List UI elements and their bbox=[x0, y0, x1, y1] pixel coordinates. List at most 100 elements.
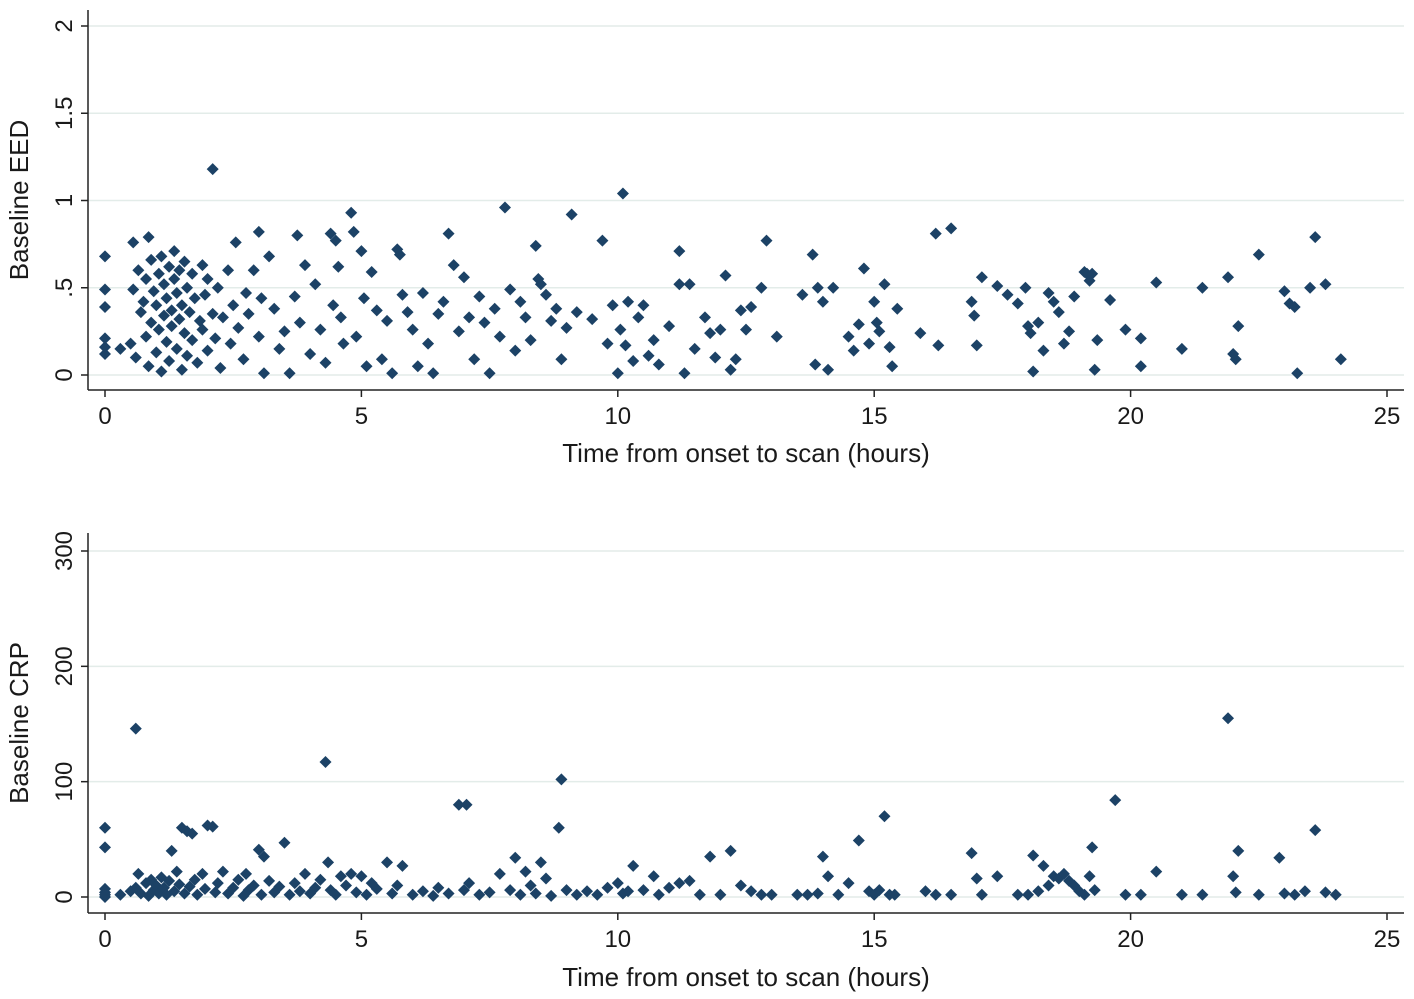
eed-data-point bbox=[1309, 231, 1322, 244]
eed-data-point bbox=[447, 259, 460, 272]
crp-data-point bbox=[519, 865, 532, 878]
eed-data-point bbox=[1052, 306, 1065, 319]
eed-data-point bbox=[945, 222, 958, 235]
crp-data-point bbox=[406, 888, 419, 901]
crp-data-point bbox=[196, 867, 209, 880]
eed-data-point bbox=[734, 304, 747, 317]
crp-data-point bbox=[1011, 888, 1024, 901]
eed-data-point bbox=[806, 248, 819, 261]
eed-data-point bbox=[381, 314, 394, 327]
crp-data-point bbox=[329, 888, 342, 901]
eed-data-point bbox=[619, 339, 632, 352]
eed-data-point bbox=[683, 278, 696, 291]
eed-data-point bbox=[201, 273, 214, 286]
eed-data-point bbox=[488, 302, 501, 315]
eed-data-point bbox=[168, 245, 181, 258]
eed-ticks: 0.511.520 5 10 15 20 25 bbox=[51, 19, 1400, 430]
eed-data-point bbox=[170, 342, 183, 355]
crp-data-point bbox=[714, 888, 727, 901]
crp-data-point bbox=[816, 850, 829, 863]
eed-data-point bbox=[673, 245, 686, 258]
eed-data-point bbox=[263, 250, 276, 263]
eed-data-point bbox=[201, 344, 214, 357]
eed-data-point bbox=[868, 295, 881, 308]
eed-data-point bbox=[227, 299, 240, 312]
eed-data-point bbox=[1222, 271, 1235, 284]
eed-data-point bbox=[1091, 334, 1104, 347]
eed-data-point bbox=[891, 302, 904, 315]
crp-data-point bbox=[832, 888, 845, 901]
eed-data-point bbox=[519, 311, 532, 324]
eed-data-point bbox=[406, 323, 419, 336]
eed-data-point bbox=[1037, 344, 1050, 357]
crp-data-point bbox=[1252, 888, 1265, 901]
eed-data-point bbox=[886, 360, 899, 373]
eed-data-point bbox=[99, 341, 111, 354]
crp-data-point bbox=[227, 881, 240, 894]
eed-data-point bbox=[1042, 286, 1055, 299]
crp-x-tick-label: 10 bbox=[604, 926, 631, 953]
eed-data-point bbox=[224, 337, 237, 350]
eed-data-point bbox=[827, 281, 840, 294]
eed-data-point bbox=[1291, 367, 1304, 380]
crp-data-point bbox=[381, 856, 394, 869]
crp-data-point bbox=[540, 872, 553, 885]
eed-data-point bbox=[509, 344, 522, 357]
eed-data-point bbox=[401, 306, 414, 319]
crp-data-point bbox=[350, 886, 363, 899]
eed-data-point bbox=[334, 311, 347, 324]
eed-data-point bbox=[170, 286, 183, 299]
crp-data-point bbox=[1119, 888, 1132, 901]
eed-data-point bbox=[1057, 337, 1070, 350]
crp-data-point bbox=[534, 856, 547, 869]
eed-data-point bbox=[370, 304, 383, 317]
crp-data-point bbox=[288, 877, 301, 890]
eed-data-point bbox=[181, 281, 194, 294]
eed-data-point bbox=[601, 337, 614, 350]
crp-data-point bbox=[791, 888, 804, 901]
eed-data-point bbox=[186, 267, 199, 280]
crp-data-point bbox=[1109, 794, 1122, 807]
eed-data-point bbox=[1288, 300, 1301, 313]
crp-data-point bbox=[442, 887, 455, 900]
eed-data-point bbox=[396, 288, 409, 301]
eed-data-point bbox=[1019, 281, 1032, 294]
eed-data-point bbox=[1086, 267, 1099, 280]
eed-y-tick-label: 0 bbox=[51, 368, 78, 381]
crp-data-point bbox=[370, 882, 383, 895]
eed-data-point bbox=[386, 367, 399, 380]
crp-data-point bbox=[298, 867, 311, 880]
eed-data-point bbox=[209, 332, 222, 345]
eed-data-point bbox=[570, 306, 583, 319]
eed-x-tick-label: 5 bbox=[355, 403, 368, 430]
eed-data-point bbox=[498, 201, 511, 214]
crp-data-point bbox=[991, 870, 1004, 883]
eed-data-point bbox=[355, 245, 368, 258]
eed-data-point bbox=[140, 273, 153, 286]
eed-scatter-panel: 0.511.520 5 10 15 20 25 Baseline EED Time fro… bbox=[4, 10, 1404, 468]
eed-data-point bbox=[493, 330, 506, 343]
eed-data-point bbox=[291, 229, 304, 242]
eed-data-point bbox=[545, 314, 558, 327]
eed-data-point bbox=[196, 323, 209, 336]
eed-data-point bbox=[99, 283, 111, 296]
crp-data-point bbox=[811, 887, 824, 900]
crp-x-tick-label: 5 bbox=[355, 926, 368, 953]
crp-data-point bbox=[457, 884, 470, 897]
eed-data-point bbox=[740, 323, 752, 336]
eed-data-point bbox=[611, 367, 624, 380]
eed-data-point bbox=[283, 367, 296, 380]
crp-data-point bbox=[514, 888, 527, 901]
crp-data-point bbox=[663, 881, 676, 894]
eed-data-point bbox=[142, 231, 155, 244]
eed-data-point bbox=[755, 281, 768, 294]
eed-data-point bbox=[673, 278, 686, 291]
crp-data-point bbox=[1042, 879, 1055, 892]
crp-data-point bbox=[552, 821, 565, 834]
eed-data-point bbox=[550, 302, 563, 315]
eed-data-point bbox=[1024, 327, 1037, 340]
crp-data-point bbox=[216, 865, 229, 878]
eed-data-point bbox=[229, 236, 242, 249]
eed-data-point bbox=[432, 307, 445, 320]
crp-x-tick-label: 0 bbox=[98, 926, 111, 953]
